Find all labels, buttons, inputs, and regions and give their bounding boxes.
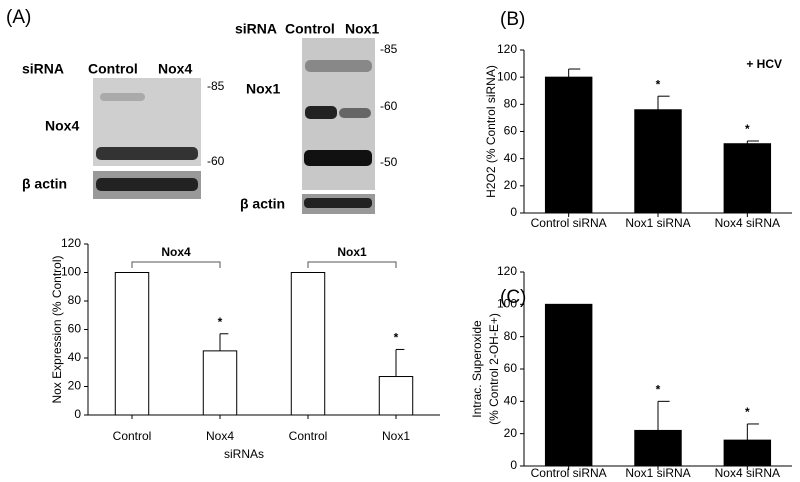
x-axis-label: siRNAs bbox=[224, 447, 264, 461]
bar bbox=[634, 109, 682, 214]
annotation: + HCV bbox=[746, 57, 782, 71]
blot-header: Control bbox=[285, 21, 335, 37]
y-tick-label: 40 bbox=[68, 350, 82, 364]
y-axis-label: H2O2 (% Control siRNA) bbox=[484, 65, 498, 198]
y-tick-label: 40 bbox=[504, 394, 518, 408]
significance-marker: * bbox=[394, 331, 399, 345]
x-tick-label: Nox4 siRNA bbox=[715, 216, 780, 230]
x-tick-label: Control bbox=[113, 429, 152, 443]
panel-label: (A) bbox=[6, 7, 31, 28]
y-tick-label: 80 bbox=[504, 97, 518, 111]
bar bbox=[290, 272, 326, 416]
blot-marker: -60 bbox=[207, 154, 225, 168]
group-label: Nox1 bbox=[337, 245, 367, 259]
blot-header: Nox4 bbox=[158, 61, 192, 77]
y-axis-label: Nox Expression (% Control) bbox=[50, 255, 64, 403]
y-tick-label: 20 bbox=[504, 178, 518, 192]
y-tick-label: 100 bbox=[497, 297, 517, 311]
y-tick-label: 20 bbox=[504, 426, 518, 440]
x-tick-label: Control siRNA bbox=[531, 466, 607, 480]
bar bbox=[544, 303, 593, 467]
y-tick-label: 120 bbox=[497, 42, 517, 56]
y-tick-label: 0 bbox=[510, 205, 517, 219]
y-tick-label: 60 bbox=[68, 322, 82, 336]
y-tick-label: 120 bbox=[497, 264, 517, 278]
blot-marker: -60 bbox=[380, 99, 398, 113]
blot-row-label: Nox1 bbox=[246, 81, 280, 97]
blot-header: Nox1 bbox=[345, 21, 379, 37]
bar bbox=[723, 143, 772, 214]
x-tick-label: Nox1 siRNA bbox=[625, 216, 690, 230]
blot-header: Control bbox=[88, 61, 138, 77]
significance-marker: * bbox=[656, 77, 661, 91]
bar bbox=[723, 439, 772, 467]
panel-label: (B) bbox=[500, 9, 525, 30]
y-tick-label: 100 bbox=[497, 69, 517, 83]
blot-loading-label: β actin bbox=[22, 176, 67, 192]
blot-marker: -85 bbox=[207, 79, 225, 93]
bar bbox=[544, 76, 593, 214]
bar bbox=[634, 429, 682, 467]
y-tick-label: 40 bbox=[504, 151, 518, 165]
significance-marker: * bbox=[656, 383, 661, 397]
x-tick-label: Nox4 bbox=[206, 429, 234, 443]
group-bracket bbox=[131, 261, 221, 268]
x-tick-label: Nox4 siRNA bbox=[715, 466, 780, 480]
y-tick-label: 80 bbox=[68, 293, 82, 307]
blot-loading-label: β actin bbox=[240, 196, 285, 212]
y-tick-label: 60 bbox=[504, 361, 518, 375]
y-tick-label: 60 bbox=[504, 124, 518, 138]
group-label: Nox4 bbox=[161, 245, 191, 259]
y-tick-label: 100 bbox=[61, 265, 81, 279]
x-tick-label: Control bbox=[289, 429, 328, 443]
x-tick-label: Nox1 siRNA bbox=[625, 466, 690, 480]
significance-marker: * bbox=[745, 122, 750, 136]
y-tick-label: 80 bbox=[504, 329, 518, 343]
significance-marker: * bbox=[745, 405, 750, 419]
x-tick-label: Nox1 bbox=[382, 429, 410, 443]
blot-marker: -50 bbox=[380, 155, 398, 169]
y-axis-label: Intrac. Superoxide bbox=[470, 320, 484, 418]
blot-row-label: Nox4 bbox=[45, 118, 79, 134]
y-tick-label: 20 bbox=[68, 379, 82, 393]
y-axis-label: (% Control 2-OH-E+) bbox=[487, 313, 501, 425]
blot-header: siRNA bbox=[22, 61, 64, 77]
blot-header: siRNA bbox=[235, 21, 277, 37]
blot-marker: -85 bbox=[380, 42, 398, 56]
significance-marker: * bbox=[218, 315, 223, 329]
y-tick-label: 0 bbox=[510, 458, 517, 472]
bar bbox=[114, 272, 150, 416]
bar bbox=[202, 350, 238, 416]
x-tick-label: Control siRNA bbox=[531, 216, 607, 230]
bar bbox=[378, 376, 414, 416]
y-tick-label: 120 bbox=[61, 236, 81, 250]
blot-image bbox=[93, 38, 375, 214]
group-bracket bbox=[307, 261, 397, 268]
y-tick-label: 0 bbox=[74, 407, 81, 421]
panel-label: (C) bbox=[500, 287, 526, 308]
